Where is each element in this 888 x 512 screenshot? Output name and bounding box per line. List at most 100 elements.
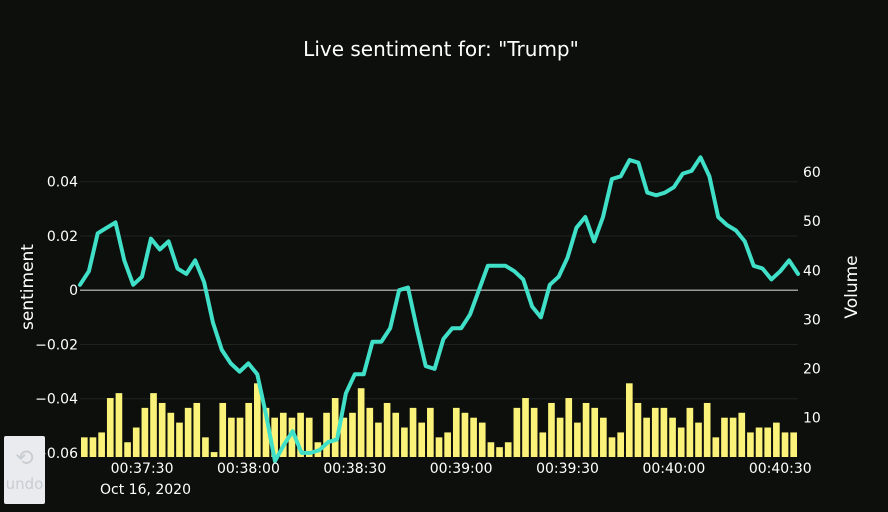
volume-bar bbox=[150, 393, 157, 457]
volume-bar bbox=[245, 402, 253, 457]
volume-bar bbox=[401, 427, 408, 457]
volume-bar bbox=[478, 422, 486, 457]
volume-bar bbox=[643, 417, 650, 457]
volume-bar bbox=[548, 402, 555, 457]
x-tick-label: 00:40:00 bbox=[642, 461, 705, 477]
volume-bar bbox=[132, 427, 140, 457]
volume-bar bbox=[409, 407, 417, 457]
x-tick-label: 00:39:30 bbox=[536, 461, 599, 477]
volume-bar bbox=[167, 412, 175, 457]
volume-bar bbox=[228, 417, 235, 457]
volume-bar bbox=[219, 402, 227, 457]
x-tick-label: 00:38:30 bbox=[323, 461, 386, 477]
volume-bar bbox=[202, 437, 209, 457]
y2-tick-label: 10 bbox=[803, 411, 821, 427]
volume-bar bbox=[254, 383, 261, 457]
volume-bar bbox=[738, 412, 746, 457]
y2-tick-label: 40 bbox=[803, 263, 821, 279]
y2-tick-label: 60 bbox=[803, 165, 821, 181]
volume-bar bbox=[574, 422, 581, 457]
undo-icon: ⟲ bbox=[15, 446, 34, 471]
volume-bar bbox=[331, 398, 339, 457]
x-tick-label: 00:38:00 bbox=[217, 461, 280, 477]
volume-bar bbox=[305, 417, 313, 457]
volume-bar bbox=[81, 437, 88, 457]
volume-bar bbox=[383, 402, 391, 457]
volume-bar bbox=[349, 412, 356, 457]
volume-bar bbox=[608, 437, 616, 457]
volume-bar bbox=[176, 422, 183, 457]
volume-bar bbox=[660, 407, 668, 457]
volume-bar bbox=[236, 417, 244, 457]
y-tick-label: 0.04 bbox=[47, 175, 78, 191]
volume-bar bbox=[158, 402, 166, 457]
volume-bar bbox=[98, 432, 105, 457]
y-axis-title: sentiment bbox=[18, 244, 38, 330]
volume-bar bbox=[556, 417, 564, 457]
volume-bar bbox=[781, 432, 789, 457]
volume-bar bbox=[470, 417, 477, 457]
y-tick-label: 0 bbox=[69, 283, 78, 299]
y-tick-label: 0.02 bbox=[47, 229, 78, 245]
y2-tick-label: 30 bbox=[803, 312, 821, 328]
volume-bar bbox=[625, 383, 633, 457]
chart-title: Live sentiment for: "Trump" bbox=[303, 37, 579, 61]
volume-bar bbox=[513, 407, 521, 457]
volume-bar bbox=[444, 432, 451, 457]
volume-bar bbox=[435, 437, 443, 457]
x-tick-label: 00:37:30 bbox=[111, 461, 174, 477]
x-tick-label: 00:39:00 bbox=[430, 461, 493, 477]
x-tick-label: 00:40:30 bbox=[749, 461, 812, 477]
y-axis-ticks: 0.04 0.02 0 −0.02 −0.04 −0.06 bbox=[35, 175, 78, 462]
volume-bar bbox=[210, 452, 218, 457]
undo-label: undo bbox=[5, 475, 44, 493]
volume-bar bbox=[764, 427, 772, 457]
volume-bar bbox=[504, 442, 512, 457]
volume-bar bbox=[530, 407, 538, 457]
volume-bar bbox=[279, 412, 287, 457]
volume-bar bbox=[427, 407, 434, 457]
volume-bar bbox=[375, 422, 382, 457]
volume-bar bbox=[184, 407, 192, 457]
volume-bar bbox=[773, 422, 780, 457]
y-tick-label: −0.02 bbox=[35, 337, 78, 353]
volume-bar bbox=[115, 393, 123, 457]
volume-bar bbox=[452, 407, 460, 457]
volume-bar bbox=[747, 432, 754, 457]
volume-bar bbox=[634, 402, 642, 457]
volume-bar bbox=[677, 427, 685, 457]
volume-bar bbox=[262, 407, 270, 457]
volume-bars bbox=[81, 383, 797, 457]
undo-button[interactable]: ⟲ undo bbox=[4, 436, 45, 504]
volume-bar bbox=[565, 398, 573, 457]
volume-bar bbox=[193, 402, 201, 457]
volume-bar bbox=[591, 407, 599, 457]
volume-bar bbox=[288, 417, 296, 457]
volume-bar bbox=[124, 442, 131, 457]
volume-bar bbox=[340, 417, 348, 457]
volume-bar bbox=[712, 437, 720, 457]
volume-bar bbox=[522, 398, 529, 457]
y-tick-label: −0.04 bbox=[35, 392, 78, 408]
volume-bar bbox=[141, 407, 149, 457]
volume-bar bbox=[600, 417, 607, 457]
volume-bar bbox=[366, 407, 374, 457]
volume-bar bbox=[790, 432, 797, 457]
volume-bar bbox=[721, 417, 728, 457]
sentiment-line bbox=[78, 155, 800, 464]
y2-tick-label: 50 bbox=[803, 214, 821, 230]
volume-bar bbox=[755, 427, 763, 457]
volume-bar bbox=[106, 398, 114, 457]
y2-axis-title: Volume bbox=[842, 255, 862, 318]
volume-bar bbox=[297, 412, 304, 457]
volume-bar bbox=[686, 407, 694, 457]
volume-bar bbox=[695, 422, 702, 457]
volume-bar bbox=[496, 447, 503, 457]
volume-bar bbox=[651, 407, 659, 457]
volume-bar bbox=[539, 432, 547, 457]
volume-bar bbox=[418, 422, 426, 457]
y2-axis-ticks: 60 50 40 30 20 10 bbox=[803, 165, 821, 427]
volume-bar bbox=[461, 412, 469, 457]
x-date-label: Oct 16, 2020 bbox=[100, 482, 191, 498]
